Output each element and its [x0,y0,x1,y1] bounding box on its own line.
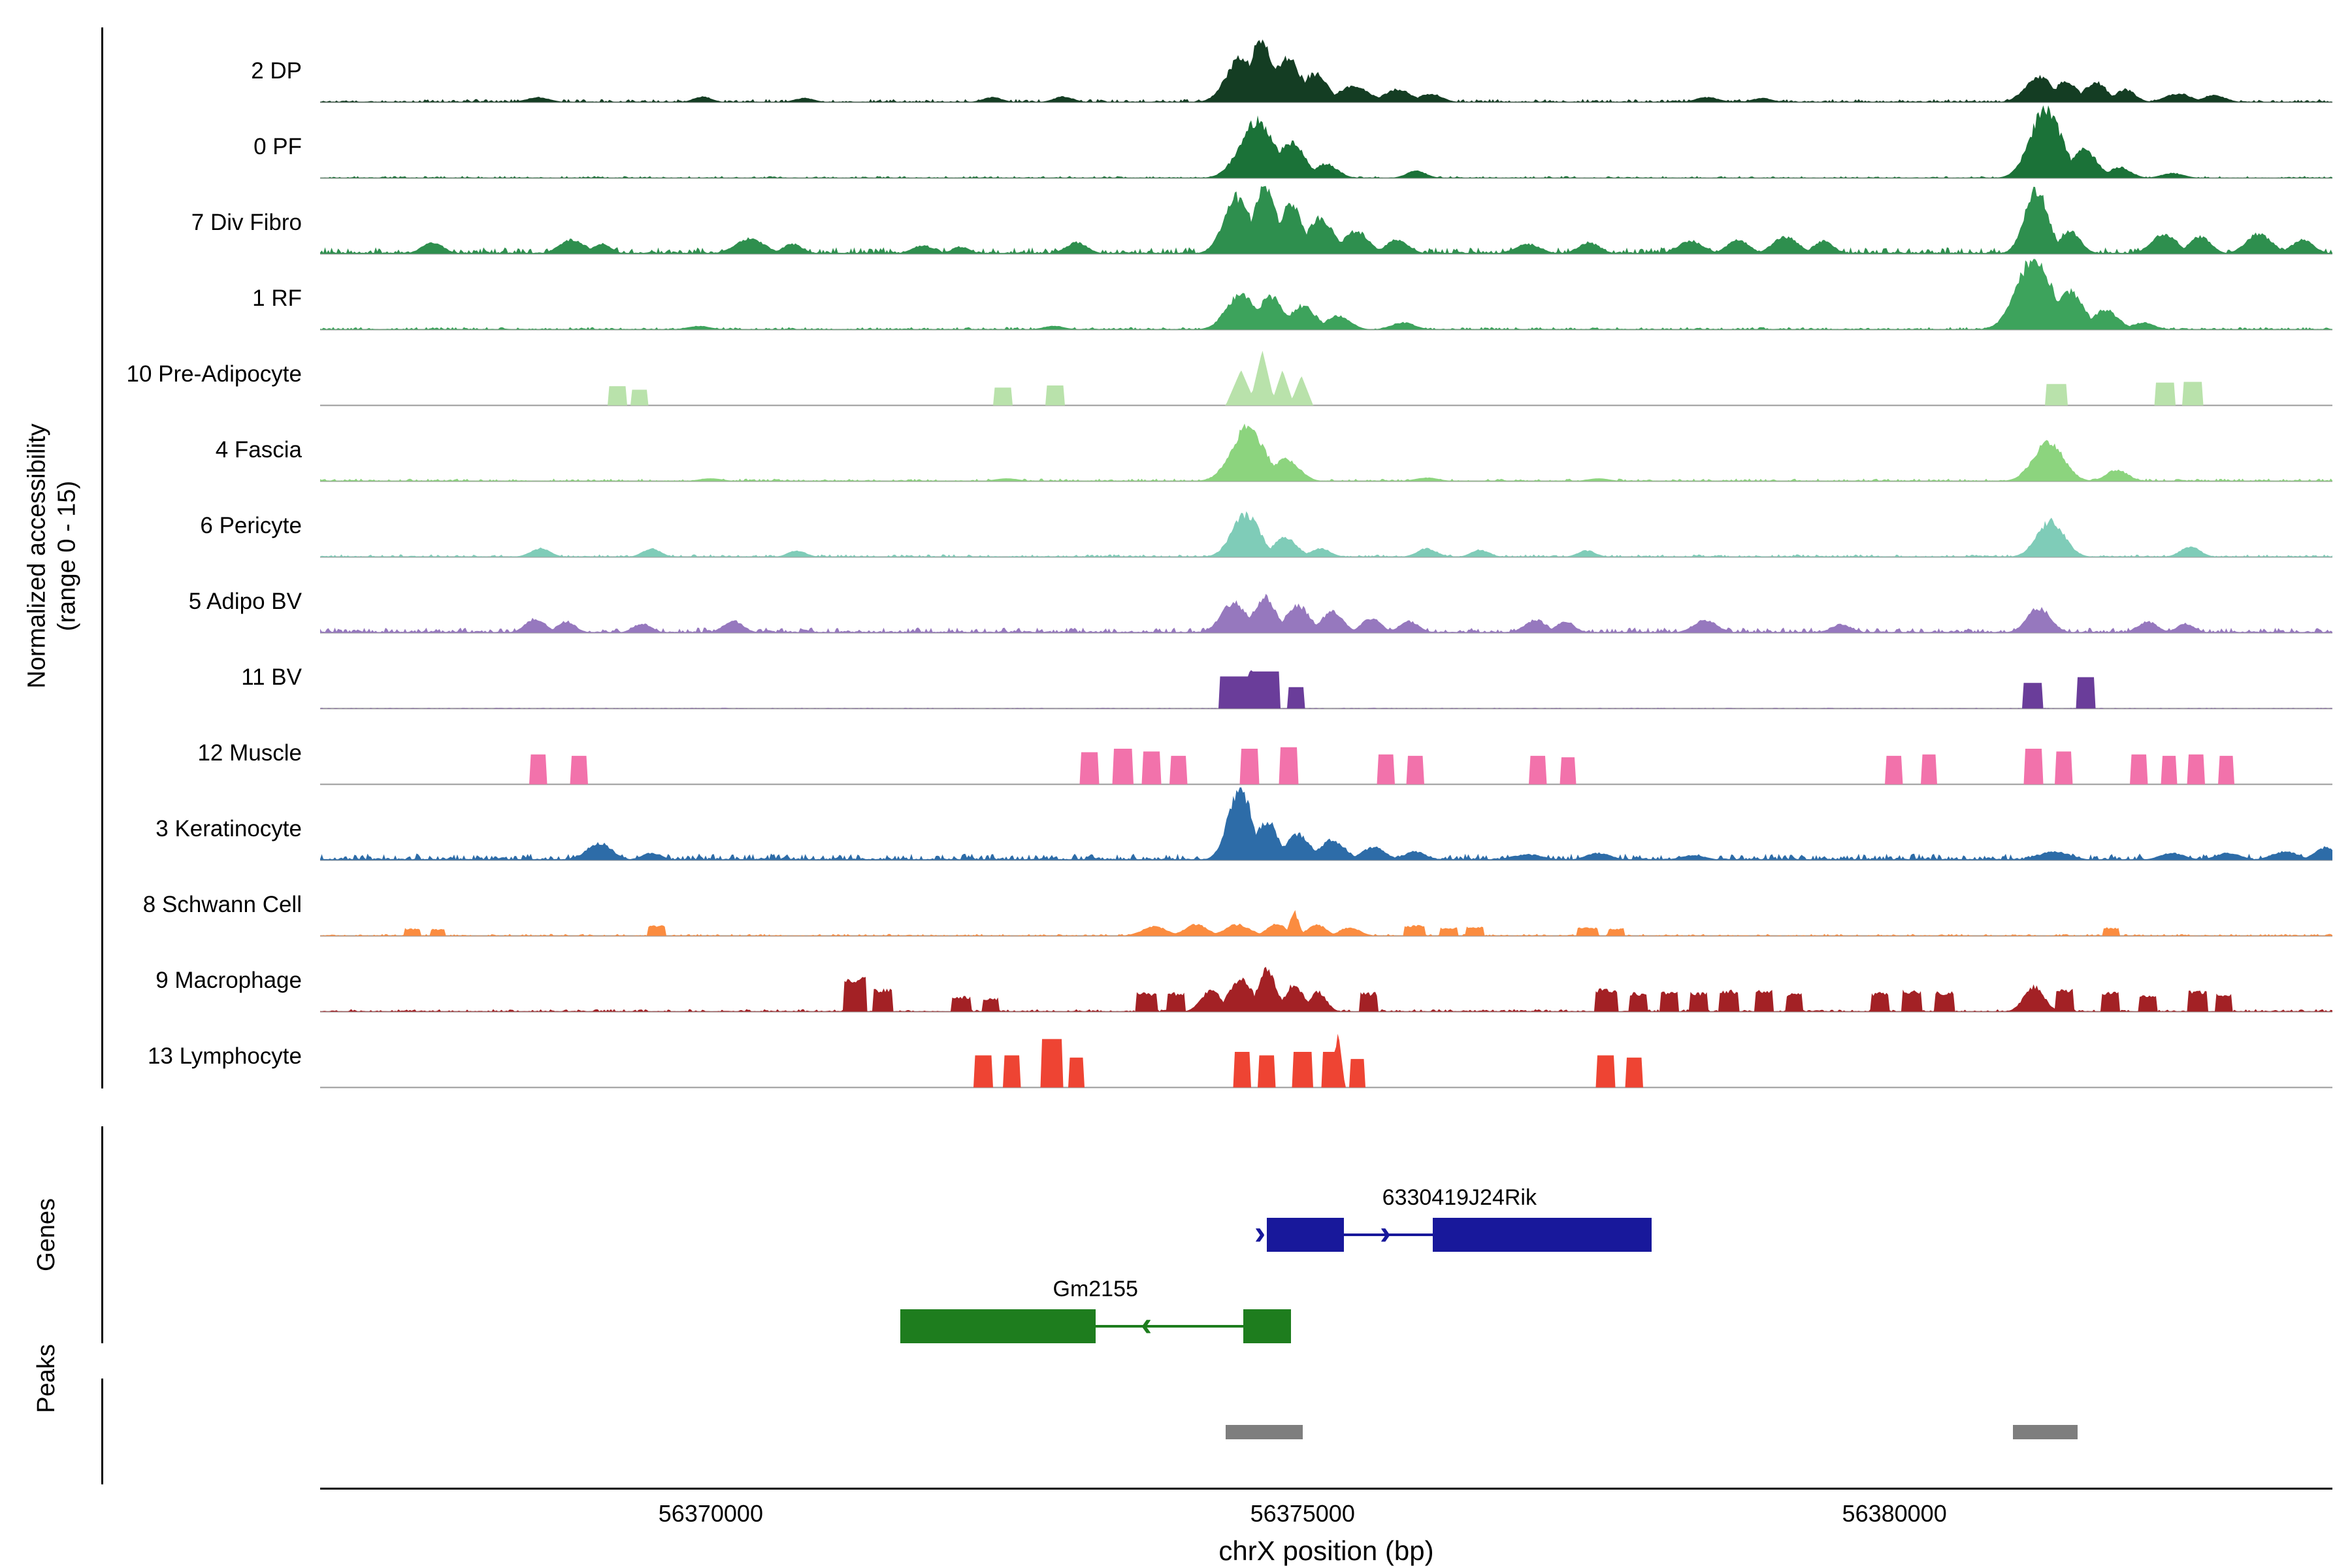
track-label-6-pericyte: 6 Pericyte [200,513,302,539]
track-label-10-pre-adipocyte: 10 Pre-Adipocyte [126,361,302,387]
track-label-9-macrophage: 9 Macrophage [155,968,302,994]
genes-section-label: Genes [33,1198,61,1271]
track-signal-3-keratinocyte [320,787,2332,861]
track-label-5-adipo-bv: 5 Adipo BV [188,589,302,615]
gene-label-6330419j24rik: 6330419J24Rik [1382,1185,1537,1210]
track-area-0-pf [320,105,2332,178]
track-area-6-pericyte [320,511,2332,557]
track-signal-11-bv [320,670,2332,710]
track-label-11-bv: 11 BV [241,664,302,691]
track-area-8-schwann-cell [320,909,2332,936]
track-signal-9-macrophage [320,966,2332,1013]
x-axis-line [320,1488,2332,1490]
track-area-13-lymphocyte [320,1034,2332,1088]
track-signal-2-dp [320,39,2332,103]
gene-strand-arrow-icon: › [1254,1213,1266,1252]
peaks-section-axis [101,1379,103,1484]
track-label-13-lymphocyte: 13 Lymphocyte [147,1043,302,1070]
track-signal-13-lymphocyte [320,1034,2332,1088]
track-signal-5-adipo-bv [320,593,2332,634]
track-area-2-dp [320,39,2332,103]
track-area-4-fascia [320,423,2332,482]
track-area-12-muscle [320,747,2332,785]
track-area-3-keratinocyte [320,787,2332,860]
track-area-7-div-fibro [320,186,2332,254]
gene-exon-6330419j24rik [1267,1218,1345,1252]
x-tick-label: 56380000 [1842,1500,1947,1527]
track-signal-4-fascia [320,423,2332,482]
track-signal-10-pre-adipocyte [320,350,2332,406]
gene-exon-gm2155 [1243,1309,1291,1343]
x-axis-title: chrX position (bp) [1218,1535,1434,1566]
gene-intron-line-gm2155 [900,1325,1291,1328]
tracks-section-axis [101,27,103,1088]
track-signal-0-pf [320,105,2332,179]
peak-interval [1226,1425,1303,1439]
x-tick-label: 56370000 [658,1500,763,1527]
track-label-0-pf: 0 PF [253,134,302,160]
track-label-1-rf: 1 RF [252,286,302,312]
gene-exon-6330419j24rik [1433,1218,1652,1252]
peak-interval [2012,1425,2078,1439]
track-label-4-fascia: 4 Fascia [215,437,302,463]
gene-exon-gm2155 [900,1309,1096,1343]
gene-strand-arrow-icon: › [1379,1213,1392,1252]
track-area-1-rf [320,259,2332,330]
track-signal-8-schwann-cell [320,909,2332,937]
track-label-3-keratinocyte: 3 Keratinocyte [155,816,302,842]
track-area-10-pre-adipocyte [320,350,2332,406]
track-signal-1-rf [320,259,2332,331]
x-tick-label: 56375000 [1250,1500,1355,1527]
track-area-9-macrophage [320,966,2332,1012]
track-signal-6-pericyte [320,511,2332,558]
track-area-11-bv [320,670,2332,709]
track-area-5-adipo-bv [320,593,2332,633]
track-label-7-div-fibro: 7 Div Fibro [191,210,302,236]
track-label-2-dp: 2 DP [251,58,302,84]
genes-section-axis [101,1126,103,1343]
track-label-8-schwann-cell: 8 Schwann Cell [142,892,302,918]
track-signal-12-muscle [320,747,2332,785]
peaks-section-label: Peaks [33,1344,61,1413]
gene-strand-arrow-icon: ‹ [1140,1305,1152,1343]
gene-label-gm2155: Gm2155 [1053,1277,1138,1301]
track-label-12-muscle: 12 Muscle [197,740,302,766]
track-signal-7-div-fibro [320,186,2332,255]
